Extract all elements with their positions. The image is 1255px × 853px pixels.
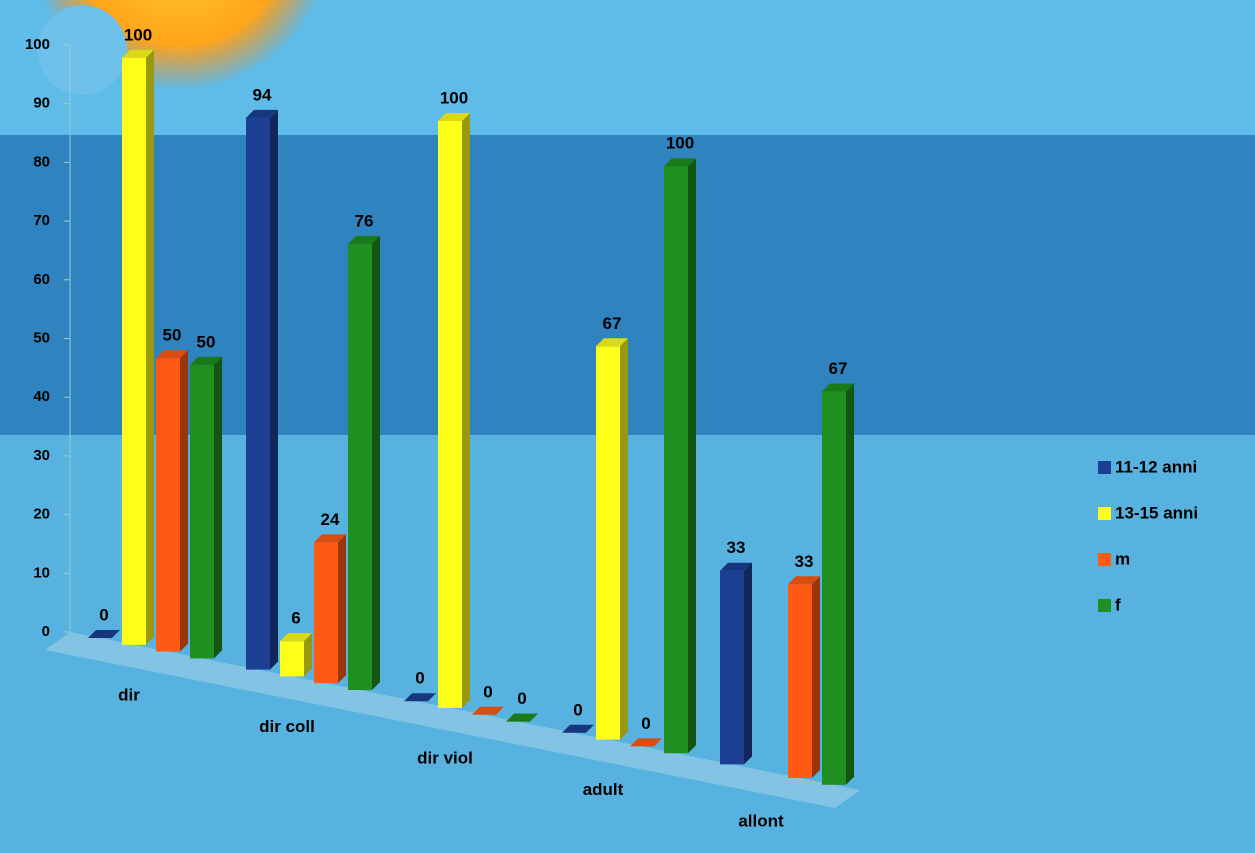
bar-side	[620, 338, 628, 739]
value-label: 0	[99, 605, 108, 624]
bar-side	[338, 534, 346, 683]
value-label: 100	[124, 25, 152, 44]
bar-side	[846, 384, 854, 785]
circle	[37, 5, 127, 95]
y-tick-label: 30	[33, 447, 50, 464]
value-label: 24	[321, 510, 340, 529]
bar	[720, 571, 744, 765]
y-tick-label: 0	[42, 623, 50, 640]
bar-group	[156, 350, 188, 651]
y-tick-label: 60	[33, 271, 50, 288]
bar	[664, 166, 688, 753]
bar-side	[180, 350, 188, 651]
bar-group	[788, 576, 820, 778]
chart: 0102030405060708090100dir01005050dir col…	[0, 0, 1255, 853]
bar-group	[720, 563, 752, 765]
value-label: 0	[517, 689, 526, 708]
value-label: 6	[291, 609, 300, 628]
y-tick-label: 10	[33, 564, 50, 581]
y-tick-label: 90	[33, 95, 50, 112]
legend-label: f	[1115, 595, 1121, 614]
bar	[596, 346, 620, 739]
value-label: 33	[727, 538, 746, 557]
y-tick-label: 20	[33, 506, 50, 523]
value-label: 100	[666, 134, 694, 153]
bar	[788, 584, 812, 778]
value-label: 50	[163, 326, 182, 345]
y-tick-label: 50	[33, 329, 50, 346]
bar	[190, 365, 214, 659]
legend-swatch	[1098, 507, 1111, 520]
y-tick-label: 40	[33, 388, 50, 405]
legend-label: m	[1115, 549, 1130, 568]
bar-side	[744, 563, 752, 765]
legend-label: 11-12 anni	[1115, 457, 1197, 476]
bar-group	[596, 338, 628, 739]
legend-swatch	[1098, 461, 1111, 474]
bar-group	[122, 50, 154, 645]
bar-group	[664, 158, 696, 753]
bar-side	[146, 50, 154, 645]
legend-swatch	[1098, 553, 1111, 566]
bar-group	[246, 110, 278, 670]
bar	[280, 641, 304, 676]
x-tick-label: dir viol	[417, 748, 473, 767]
y-tick-label: 70	[33, 212, 50, 229]
value-label: 94	[253, 85, 272, 104]
y-tick-label: 100	[25, 36, 50, 53]
bar	[822, 392, 846, 785]
legend-label: 13-15 anni	[1115, 503, 1198, 522]
value-label: 0	[641, 714, 650, 733]
bar	[156, 358, 180, 651]
bar-group	[822, 384, 854, 785]
bar-group	[190, 357, 222, 659]
value-label: 100	[440, 88, 468, 107]
value-label: 67	[603, 314, 622, 333]
bar-group	[280, 633, 312, 676]
y-tick-label: 80	[33, 153, 50, 170]
value-label: 50	[197, 332, 216, 351]
legend-swatch	[1098, 599, 1111, 612]
bar-side	[688, 158, 696, 753]
value-label: 33	[795, 552, 814, 571]
x-tick-label: allont	[738, 812, 784, 831]
value-label: 76	[355, 211, 374, 230]
bar-side	[214, 357, 222, 659]
value-label: 0	[483, 682, 492, 701]
bar-side	[812, 576, 820, 778]
value-label: 0	[573, 700, 582, 719]
bar-group	[348, 236, 380, 690]
bar	[438, 121, 462, 708]
bar-side	[462, 113, 470, 708]
value-label: 0	[415, 669, 424, 688]
x-tick-label: dir	[118, 685, 140, 704]
bar-side	[270, 110, 278, 670]
bar-group	[314, 534, 346, 683]
bar-group	[438, 113, 470, 708]
bar	[122, 58, 146, 645]
bar	[246, 118, 270, 670]
x-tick-label: adult	[583, 780, 624, 799]
x-tick-label: dir coll	[259, 717, 315, 736]
bar	[314, 542, 338, 683]
bar	[348, 244, 372, 690]
value-label: 67	[829, 359, 848, 378]
bar-side	[372, 236, 380, 690]
